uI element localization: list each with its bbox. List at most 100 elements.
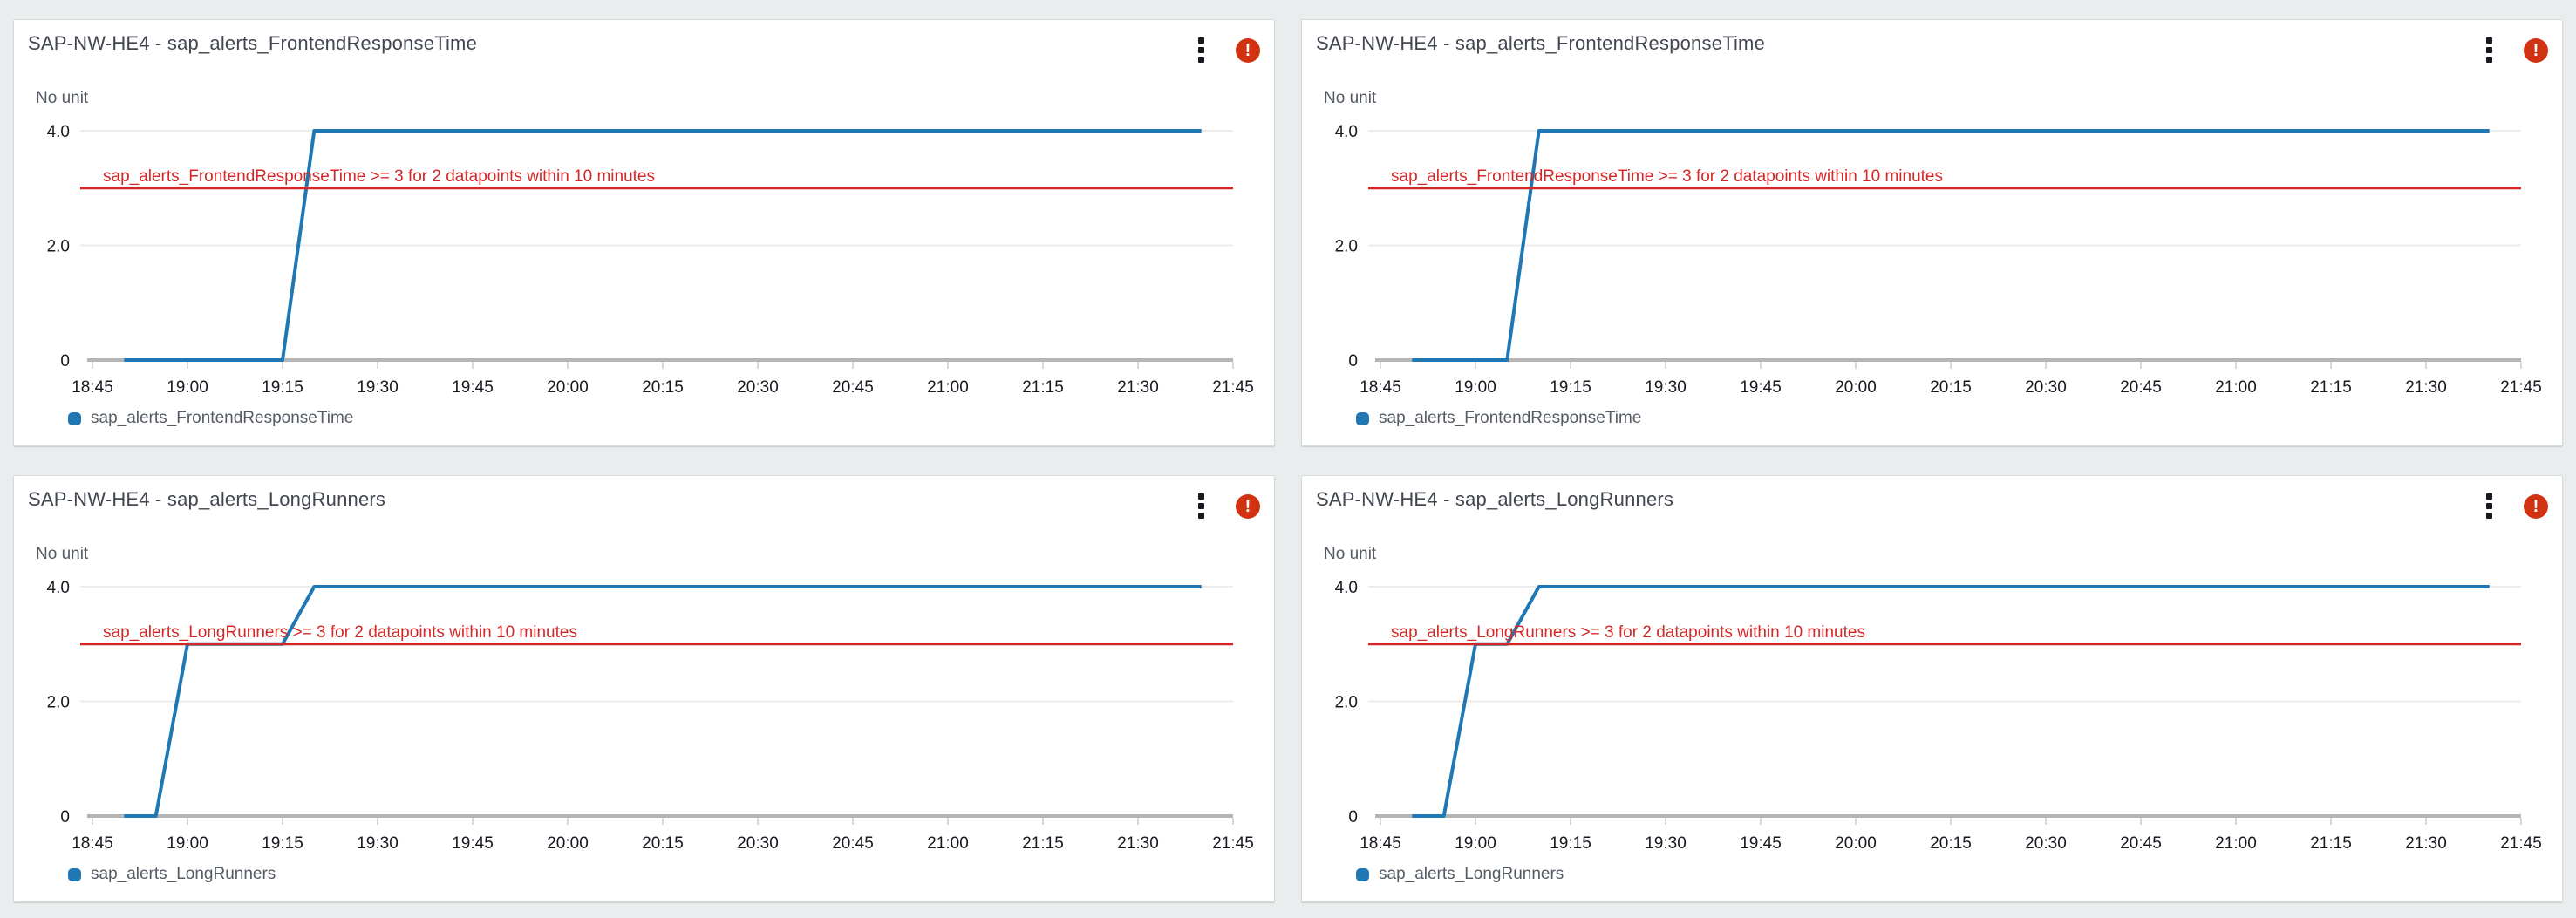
y-axis-unit-label: No unit — [1324, 89, 1377, 107]
y-tick-label: 4.0 — [47, 123, 70, 141]
x-tick-label: 19:15 — [262, 378, 303, 397]
x-tick-label: 21:30 — [1117, 378, 1159, 397]
widget-title: SAP-NW-HE4 - sap_alerts_LongRunners — [1316, 488, 1674, 510]
y-tick-label: 4.0 — [47, 579, 70, 597]
legend-label: sap_alerts_FrontendResponseTime — [1379, 409, 1642, 427]
chart-canvas: 18:45 19:00 19:15 19:30 19:45 20:00 20:15 20:30… — [47, 123, 1254, 397]
x-tick-label: 19:15 — [262, 834, 303, 853]
y-tick-label: 4.0 — [1335, 579, 1358, 597]
widget-title: SAP-NW-HE4 - sap_alerts_FrontendResponse… — [1316, 32, 1766, 54]
widget-actions: ! — [2477, 34, 2548, 66]
x-tick-label: 21:45 — [2500, 834, 2542, 853]
widget-actions: ! — [2477, 490, 2548, 522]
y-axis-unit-label: No unit — [36, 545, 89, 563]
y-axis-unit-label: No unit — [1324, 545, 1377, 563]
widget-title: SAP-NW-HE4 - sap_alerts_FrontendResponse… — [28, 32, 478, 54]
alarm-widget-frontend-response-time-2: SAP-NW-HE4 - sap_alerts_FrontendResponse… — [1301, 19, 2563, 446]
x-tick-label: 19:00 — [1455, 378, 1496, 397]
alarm-exclamation-glyph: ! — [2532, 40, 2539, 60]
x-tick-label: 20:00 — [1835, 378, 1877, 397]
widget-actions: ! — [1189, 490, 1260, 522]
x-tick-label: 19:30 — [1645, 378, 1687, 397]
alarm-state-icon: ! — [1236, 493, 1260, 519]
x-tick-label: 20:45 — [832, 834, 874, 853]
legend-color-swatch — [68, 411, 81, 425]
legend-label: sap_alerts_LongRunners — [1379, 865, 1564, 883]
x-tick-label: 18:45 — [1360, 834, 1401, 853]
legend-item[interactable]: sap_alerts_FrontendResponseTime — [68, 409, 353, 428]
x-tick-label: 20:45 — [2120, 378, 2162, 397]
x-tick-label: 21:00 — [2215, 834, 2257, 853]
kebab-vertical-icon — [2486, 493, 2492, 519]
widget-menu-button[interactable] — [2477, 490, 2501, 522]
x-tick-label: 20:45 — [832, 378, 874, 397]
x-tick-label: 19:30 — [357, 378, 399, 397]
x-tick-label: 21:15 — [2310, 378, 2352, 397]
x-tick-label: 21:45 — [2500, 378, 2542, 397]
x-tick-label: 20:45 — [2120, 834, 2162, 853]
x-tick-label: 21:00 — [927, 378, 969, 397]
series-line — [1412, 129, 2490, 362]
x-tick-label: 21:45 — [1212, 834, 1254, 853]
x-tick-label: 19:45 — [1740, 834, 1782, 853]
x-tick-label: 20:30 — [2025, 378, 2067, 397]
y-tick-label: 2.0 — [47, 694, 70, 712]
legend-item[interactable]: sap_alerts_FrontendResponseTime — [1356, 409, 1641, 428]
y-tick-label: 0 — [60, 352, 70, 371]
y-tick-label: 0 — [60, 808, 70, 826]
x-tick-label: 21:30 — [1117, 834, 1159, 853]
legend-item[interactable]: sap_alerts_LongRunners — [68, 865, 276, 884]
x-tick-label: 18:45 — [72, 378, 113, 397]
alarm-widget-long-runners-1: SAP-NW-HE4 - sap_alerts_LongRunners ! No… — [13, 475, 1275, 902]
legend-color-swatch — [68, 867, 81, 881]
x-tick-label: 19:00 — [1455, 834, 1496, 853]
x-tick-label: 19:30 — [357, 834, 399, 853]
y-tick-label: 0 — [1348, 808, 1358, 826]
x-tick-label: 21:45 — [1212, 378, 1254, 397]
x-tick-label: 20:00 — [547, 834, 589, 853]
alarm-widget-long-runners-2: SAP-NW-HE4 - sap_alerts_LongRunners ! No… — [1301, 475, 2563, 902]
x-tick-label: 20:15 — [1930, 834, 1972, 853]
threshold-label: sap_alerts_LongRunners >= 3 for 2 datapo… — [1391, 623, 1865, 642]
x-tick-label: 19:00 — [167, 834, 208, 853]
threshold-label: sap_alerts_FrontendResponseTime >= 3 for… — [1391, 167, 1943, 186]
x-tick-label: 21:30 — [2405, 378, 2447, 397]
kebab-vertical-icon — [1198, 493, 1204, 519]
x-tick-label: 21:00 — [927, 834, 969, 853]
y-tick-label: 2.0 — [1335, 238, 1358, 256]
alarm-state-icon: ! — [2524, 37, 2548, 63]
widget-title: SAP-NW-HE4 - sap_alerts_LongRunners — [28, 488, 386, 510]
widget-menu-button[interactable] — [2477, 34, 2501, 66]
alarm-widget-frontend-response-time-1: SAP-NW-HE4 - sap_alerts_FrontendResponse… — [13, 19, 1275, 446]
legend-label: sap_alerts_LongRunners — [91, 865, 276, 883]
alarm-exclamation-glyph: ! — [1244, 40, 1251, 60]
x-tick-label: 20:00 — [1835, 834, 1877, 853]
y-axis-unit-label: No unit — [36, 89, 89, 107]
threshold-label: sap_alerts_LongRunners >= 3 for 2 datapo… — [103, 623, 577, 642]
legend-label: sap_alerts_FrontendResponseTime — [91, 409, 354, 427]
kebab-vertical-icon — [1198, 37, 1204, 63]
alarm-state-icon: ! — [1236, 37, 1260, 63]
x-tick-label: 20:30 — [737, 378, 779, 397]
x-tick-label: 21:30 — [2405, 834, 2447, 853]
kebab-vertical-icon — [2486, 37, 2492, 63]
x-tick-label: 19:15 — [1550, 834, 1591, 853]
y-tick-label: 0 — [1348, 352, 1358, 371]
x-tick-label: 20:15 — [642, 378, 684, 397]
legend-item[interactable]: sap_alerts_LongRunners — [1356, 865, 1564, 884]
series-line — [124, 129, 1202, 362]
widget-actions: ! — [1189, 34, 1260, 66]
y-tick-label: 2.0 — [47, 238, 70, 256]
x-tick-label: 19:45 — [452, 834, 494, 853]
widget-menu-button[interactable] — [1189, 490, 1213, 522]
x-tick-label: 21:15 — [2310, 834, 2352, 853]
y-tick-label: 2.0 — [1335, 694, 1358, 712]
alarm-exclamation-glyph: ! — [1244, 496, 1251, 516]
x-tick-label: 21:15 — [1022, 834, 1064, 853]
x-tick-label: 19:15 — [1550, 378, 1591, 397]
alarm-exclamation-glyph: ! — [2532, 496, 2539, 516]
x-tick-label: 19:45 — [452, 378, 494, 397]
x-tick-label: 20:15 — [1930, 378, 1972, 397]
widget-menu-button[interactable] — [1189, 34, 1213, 66]
